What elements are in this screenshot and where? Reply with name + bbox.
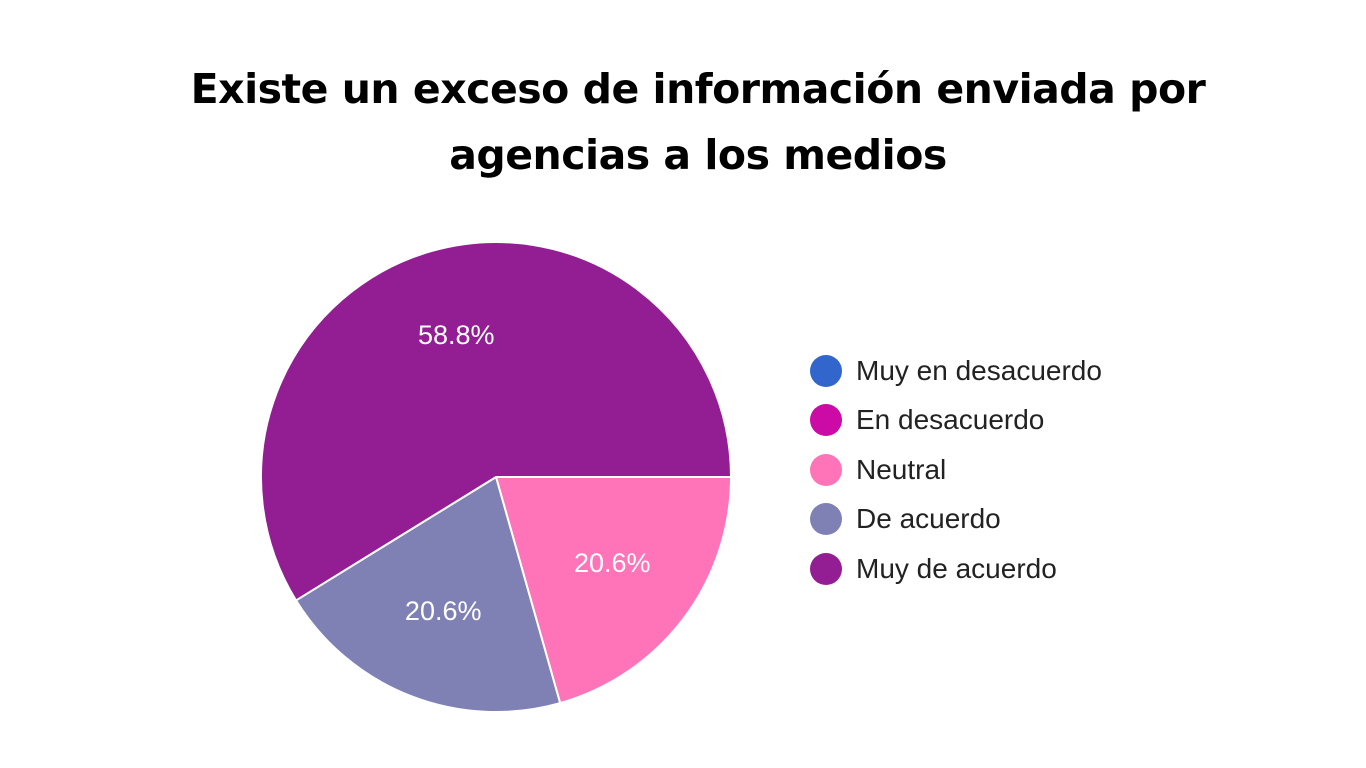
pie-slice-labels: 20.6% 20.6% 58.8%: [405, 320, 651, 626]
legend-swatch-muy-de-acuerdo: [810, 552, 842, 585]
legend-label: En desacuerdo: [856, 404, 1045, 436]
slice-label-muy-de-acuerdo: 58.8%: [418, 320, 495, 350]
legend: Muy en desacuerdo En desacuerdo Neutral De …: [810, 346, 1102, 594]
legend-swatch-en-desacuerdo: [810, 404, 842, 437]
slice-label-de-acuerdo: 20.6%: [405, 596, 482, 626]
pie-slices: [260, 241, 733, 713]
legend-swatch-de-acuerdo: [810, 503, 842, 536]
pie-slice-neutral: [494, 476, 733, 705]
legend-item-muy-de-acuerdo: Muy de acuerdo: [810, 544, 1102, 594]
legend-item-muy-en-desacuerdo: Muy en desacuerdo: [810, 346, 1102, 396]
legend-label: De acuerdo: [856, 503, 1001, 535]
chart-title: Existe un exceso de información enviada …: [190, 65, 1206, 179]
pie-slice-muy-de-acuerdo: [260, 241, 733, 602]
legend-swatch-neutral: [810, 453, 842, 486]
legend-label: Muy en desacuerdo: [856, 354, 1102, 386]
legend-item-neutral: Neutral: [810, 445, 1102, 495]
legend-label: Muy de acuerdo: [856, 552, 1057, 584]
legend-swatch-muy-en-desacuerdo: [810, 354, 842, 387]
legend-label: Neutral: [856, 453, 947, 485]
pie-slice-de-acuerdo: [294, 475, 562, 713]
slice-label-neutral: 20.6%: [574, 548, 651, 578]
legend-item-de-acuerdo: De acuerdo: [810, 495, 1102, 545]
legend-item-en-desacuerdo: En desacuerdo: [810, 396, 1102, 446]
